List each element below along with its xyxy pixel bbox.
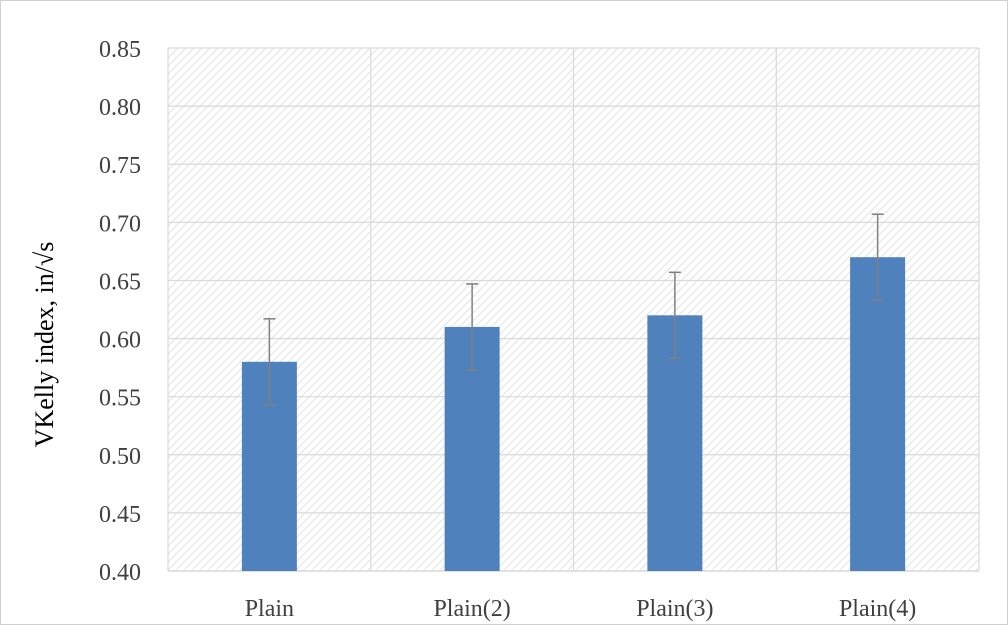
- bar-plain-4: [850, 257, 906, 571]
- x-tick-label: Plain: [245, 596, 294, 622]
- y-tick-label: 0.85: [99, 37, 141, 63]
- x-tick-label: Plain(4): [839, 596, 916, 622]
- y-tick-label: 0.75: [99, 153, 141, 179]
- y-axis-title: VKelly index, in/√s: [30, 242, 59, 448]
- error-bar: [871, 213, 884, 301]
- error-bar: [263, 318, 276, 406]
- x-tick-label: Plain(2): [433, 596, 510, 622]
- y-tick-label: 0.80: [99, 95, 141, 121]
- grid-lines: [167, 47, 980, 572]
- error-bar: [668, 271, 681, 360]
- y-tick-label: 0.65: [99, 269, 141, 295]
- error-bar: [466, 283, 479, 371]
- y-tick-labels: 0.40 0.45 0.50 0.55 0.60 0.65 0.70 0.75 0.80 0.85: [99, 37, 141, 586]
- bars: [241, 257, 906, 571]
- x-tick-labels: Plain Plain(2) Plain(3) Plain(4): [245, 596, 917, 622]
- y-tick-label: 0.70: [99, 211, 141, 237]
- error-bars: [263, 213, 884, 406]
- y-tick-label: 0.55: [99, 386, 141, 412]
- y-tick-label: 0.50: [99, 444, 141, 470]
- y-tick-label: 0.45: [99, 502, 141, 528]
- y-tick-label: 0.60: [99, 328, 141, 354]
- y-tick-label: 0.40: [99, 560, 141, 586]
- x-tick-label: Plain(3): [636, 596, 713, 622]
